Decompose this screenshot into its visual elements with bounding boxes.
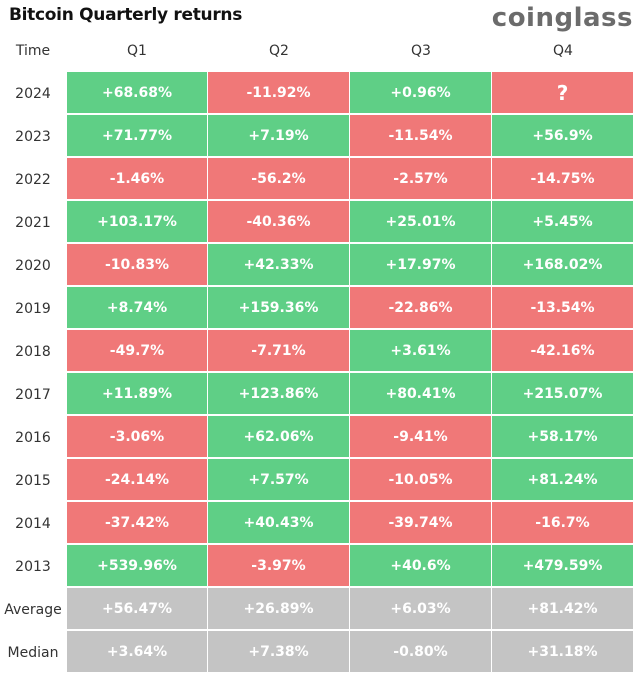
- return-cell: -24.14%: [66, 459, 208, 502]
- row-label: 2015: [15, 472, 51, 489]
- return-cell: +56.47%: [66, 588, 208, 631]
- return-cell: -0.80%: [350, 631, 492, 674]
- return-cell: -37.42%: [66, 502, 208, 545]
- return-cell: -10.83%: [66, 244, 208, 287]
- return-cell: -9.41%: [350, 416, 492, 459]
- return-cell: +62.06%: [208, 416, 350, 459]
- table-row: 2013 +539.96% -3.97% +40.6% +479.59%: [0, 545, 634, 588]
- column-header-q1: Q1: [127, 42, 147, 59]
- table-row: 2018 -49.7% -7.71% +3.61% -42.16%: [0, 330, 634, 373]
- return-cell: -22.86%: [350, 287, 492, 330]
- return-cell: +7.57%: [208, 459, 350, 502]
- row-label: 2018: [15, 343, 51, 360]
- return-cell: ?: [492, 72, 634, 115]
- return-cell: +159.36%: [208, 287, 350, 330]
- table-row: 2023 +71.77% +7.19% -11.54% +56.9%: [0, 115, 634, 158]
- return-cell: -7.71%: [208, 330, 350, 373]
- return-cell: +11.89%: [66, 373, 208, 416]
- return-cell: -39.74%: [350, 502, 492, 545]
- row-label: 2017: [15, 386, 51, 403]
- return-cell: +7.38%: [208, 631, 350, 674]
- returns-table: Time Q1 Q2 Q3 Q4 2024 +68.68% -11.92% +0.96…: [0, 29, 634, 674]
- table-row: 2024 +68.68% -11.92% +0.96%?: [0, 72, 634, 115]
- row-label: 2021: [15, 214, 51, 231]
- table-row: 2016 -3.06% +62.06% -9.41% +58.17%: [0, 416, 634, 459]
- return-cell: -49.7%: [66, 330, 208, 373]
- return-cell: +6.03%: [350, 588, 492, 631]
- table-row: 2021 +103.17% -40.36% +25.01% +5.45%: [0, 201, 634, 244]
- table-row: 2015 -24.14% +7.57% -10.05% +81.24%: [0, 459, 634, 502]
- return-cell: -1.46%: [66, 158, 208, 201]
- return-cell: +40.6%: [350, 545, 492, 588]
- return-cell: -16.7%: [492, 502, 634, 545]
- table-row: 2022 -1.46% -56.2% -2.57% -14.75%: [0, 158, 634, 201]
- row-label: 2022: [15, 171, 51, 188]
- return-cell: +168.02%: [492, 244, 634, 287]
- chart-title: Bitcoin Quarterly returns: [9, 5, 243, 25]
- return-cell: -40.36%: [208, 201, 350, 244]
- table-row: 2019 +8.74% +159.36% -22.86% -13.54%: [0, 287, 634, 330]
- return-cell: +31.18%: [492, 631, 634, 674]
- return-cell: -42.16%: [492, 330, 634, 373]
- table-row: 2017 +11.89% +123.86% +80.41% +215.07%: [0, 373, 634, 416]
- return-cell: +25.01%: [350, 201, 492, 244]
- row-label: Average: [4, 601, 62, 618]
- table-row: 2020 -10.83% +42.33% +17.97% +168.02%: [0, 244, 634, 287]
- return-cell: +17.97%: [350, 244, 492, 287]
- return-cell: +68.68%: [66, 72, 208, 115]
- row-label: 2023: [15, 128, 51, 145]
- return-cell: +58.17%: [492, 416, 634, 459]
- return-cell: -2.57%: [350, 158, 492, 201]
- return-cell: -56.2%: [208, 158, 350, 201]
- return-cell: +42.33%: [208, 244, 350, 287]
- column-header-q3: Q3: [411, 42, 431, 59]
- column-header-q2: Q2: [269, 42, 289, 59]
- return-cell: -11.92%: [208, 72, 350, 115]
- return-cell: +8.74%: [66, 287, 208, 330]
- row-label: 2016: [15, 429, 51, 446]
- return-cell: +215.07%: [492, 373, 634, 416]
- return-cell: -11.54%: [350, 115, 492, 158]
- return-cell: +3.61%: [350, 330, 492, 373]
- return-cell: +0.96%: [350, 72, 492, 115]
- return-cell: +479.59%: [492, 545, 634, 588]
- row-label: 2024: [15, 85, 51, 102]
- return-cell: +123.86%: [208, 373, 350, 416]
- return-cell: -3.06%: [66, 416, 208, 459]
- return-cell: +26.89%: [208, 588, 350, 631]
- return-cell: +3.64%: [66, 631, 208, 674]
- return-cell: +40.43%: [208, 502, 350, 545]
- table-header-row: Time Q1 Q2 Q3 Q4: [0, 29, 634, 72]
- return-cell: +81.42%: [492, 588, 634, 631]
- return-cell: -3.97%: [208, 545, 350, 588]
- return-cell: +7.19%: [208, 115, 350, 158]
- table-row: Median +3.64% +7.38% -0.80% +31.18%: [0, 631, 634, 674]
- table-row: 2014 -37.42% +40.43% -39.74% -16.7%: [0, 502, 634, 545]
- row-label: 2013: [15, 558, 51, 575]
- return-cell: +81.24%: [492, 459, 634, 502]
- return-cell: +539.96%: [66, 545, 208, 588]
- return-cell: +80.41%: [350, 373, 492, 416]
- return-cell: +56.9%: [492, 115, 634, 158]
- row-label: 2020: [15, 257, 51, 274]
- return-cell: -13.54%: [492, 287, 634, 330]
- row-label: 2019: [15, 300, 51, 317]
- return-cell: +5.45%: [492, 201, 634, 244]
- row-label: 2014: [15, 515, 51, 532]
- row-label: Median: [7, 644, 59, 661]
- time-column-header: Time: [15, 42, 51, 59]
- coinglass-logo: coinglass: [491, 3, 633, 33]
- return-cell: +71.77%: [66, 115, 208, 158]
- return-cell: -14.75%: [492, 158, 634, 201]
- table-body: 2024 +68.68% -11.92% +0.96%? 2023 +71.77% +7.1…: [0, 72, 634, 674]
- table-row: Average +56.47% +26.89% +6.03% +81.42%: [0, 588, 634, 631]
- column-header-q4: Q4: [553, 42, 573, 59]
- return-cell: -10.05%: [350, 459, 492, 502]
- return-cell: +103.17%: [66, 201, 208, 244]
